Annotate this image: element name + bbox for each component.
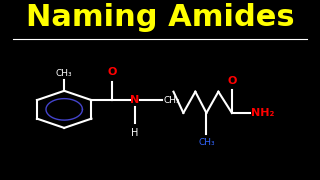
Text: O: O xyxy=(108,67,117,77)
Text: NH₂: NH₂ xyxy=(251,108,275,118)
Text: CH₃: CH₃ xyxy=(198,138,215,147)
Text: N: N xyxy=(130,95,140,105)
Text: CH₃: CH₃ xyxy=(163,96,180,105)
Text: H: H xyxy=(131,128,139,138)
Text: O: O xyxy=(227,76,236,86)
Text: CH₃: CH₃ xyxy=(56,69,73,78)
Text: Naming Amides: Naming Amides xyxy=(26,3,294,32)
